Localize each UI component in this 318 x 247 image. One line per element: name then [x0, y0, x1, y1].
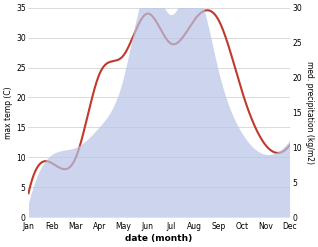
X-axis label: date (month): date (month) — [125, 234, 193, 243]
Y-axis label: max temp (C): max temp (C) — [4, 86, 13, 139]
Y-axis label: med. precipitation (kg/m2): med. precipitation (kg/m2) — [305, 61, 314, 164]
